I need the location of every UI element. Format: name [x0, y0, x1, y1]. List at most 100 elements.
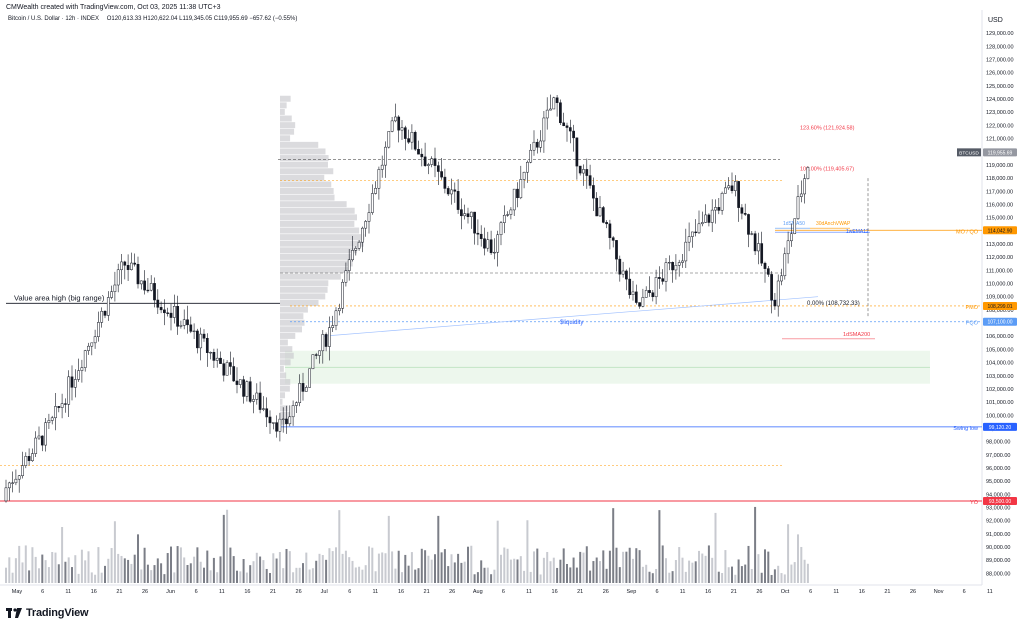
candle-body: [750, 233, 754, 235]
x-axis-tick-label: 16: [552, 589, 558, 595]
volume-bar: [533, 551, 535, 583]
volume-bar: [245, 572, 248, 583]
price-tag-value: 93,500.00: [989, 499, 1011, 505]
candle-body: [621, 270, 625, 275]
candle-body: [331, 325, 335, 328]
volume-bar: [628, 547, 631, 583]
volume-bar: [542, 557, 545, 583]
candle-body: [209, 352, 212, 354]
candle-body: [384, 146, 387, 166]
volume-profile-bar: [280, 392, 286, 399]
y-axis-tick-label: 100,000.00: [986, 413, 1014, 419]
volume-profile-bar: [280, 352, 294, 359]
volume-bar: [572, 557, 575, 583]
volume-bar: [717, 571, 720, 583]
volume-bar: [275, 558, 278, 583]
candle-body: [403, 127, 407, 139]
y-axis-tick-label: 95,000.00: [986, 479, 1010, 485]
candle-body: [615, 240, 618, 260]
volume-bar: [615, 547, 618, 583]
x-axis-tick-label: 11: [65, 589, 71, 595]
volume-bar: [424, 550, 427, 583]
candle-body: [674, 265, 678, 271]
candle-body: [285, 418, 288, 425]
volume-profile-bar: [280, 332, 296, 339]
x-axis-tick-label: 11: [680, 589, 686, 595]
symbol-name[interactable]: Bitcoin / U.S. Dollar · 12h · INDEX: [8, 16, 100, 22]
x-axis-tick-label: Sep: [627, 589, 637, 595]
candle-body: [21, 465, 24, 477]
volume-bar: [368, 546, 370, 583]
candle-body: [258, 392, 262, 410]
volume-bar: [229, 547, 232, 583]
volume-bar: [61, 526, 64, 583]
candle-body: [545, 109, 549, 119]
volume-bar: [721, 573, 724, 583]
open-value: 120,613.33: [111, 16, 142, 22]
candle-body: [83, 350, 87, 368]
volume-profile-bar: [280, 339, 288, 346]
candle-body: [298, 383, 302, 403]
volume-bar: [387, 515, 390, 583]
volume-bar: [674, 560, 677, 583]
volume-bar: [295, 567, 298, 583]
x-axis-tick-label: Nov: [934, 589, 944, 595]
candle-body: [341, 281, 344, 309]
volume-bar: [773, 569, 776, 583]
volume-profile-bar: [280, 247, 358, 254]
price-tag-value: 99,120.20: [989, 425, 1011, 431]
candle-body: [44, 422, 47, 446]
candle-body: [786, 240, 790, 255]
x-axis-tick-label: 11: [219, 589, 225, 595]
volume-bar: [288, 551, 291, 583]
x-axis-tick-label: 6: [502, 589, 505, 595]
liquidity-annotation: $liquidity: [560, 320, 583, 326]
volume-profile-bar: [280, 365, 284, 372]
candle-body: [460, 209, 463, 217]
volume-bar: [305, 552, 308, 583]
candle-body: [760, 243, 764, 264]
candle-body: [73, 379, 77, 388]
volume-bar: [226, 509, 229, 583]
volume-bar: [153, 565, 156, 583]
level-label: YO: [970, 500, 979, 506]
candle-body: [321, 334, 325, 352]
price-tag: [983, 148, 1017, 157]
volume-bar: [701, 553, 704, 583]
price-tag-value: 107,100.00: [987, 320, 1012, 326]
candle-body: [229, 362, 232, 367]
volume-bar: [523, 570, 526, 583]
candle-body: [103, 310, 107, 316]
level-label: 123.60% (121,924.58): [800, 125, 855, 131]
volume-bar: [483, 567, 486, 583]
volume-bar: [490, 574, 493, 583]
candle-body: [4, 487, 8, 502]
volume-bar: [183, 557, 186, 583]
candle-body: [486, 239, 490, 249]
volume-bar: [143, 547, 146, 583]
volume-bar: [51, 552, 54, 583]
volume-bar: [146, 564, 149, 583]
level-label: 0.00% (108,732.33): [807, 301, 860, 307]
volume-bar: [344, 550, 347, 583]
candle-body: [618, 258, 622, 275]
candle-body: [199, 333, 203, 349]
high-value: 120,622.04: [147, 16, 178, 22]
y-axis-tick-label: 91,000.00: [986, 532, 1010, 538]
candle-body: [202, 333, 206, 339]
candle-body: [499, 222, 503, 236]
volume-bar: [41, 554, 44, 583]
volume-bar: [71, 567, 73, 583]
candle-body: [27, 456, 31, 461]
candle-body: [766, 268, 770, 275]
volume-profile-bar: [280, 359, 291, 366]
volume-bar: [384, 553, 387, 583]
volume-bar: [354, 567, 357, 583]
candle-body: [262, 408, 265, 410]
candle-body: [641, 297, 645, 307]
candle-body: [268, 416, 272, 424]
candle-body: [730, 185, 734, 191]
volume-bar: [196, 547, 199, 583]
volume-bar: [113, 521, 116, 583]
